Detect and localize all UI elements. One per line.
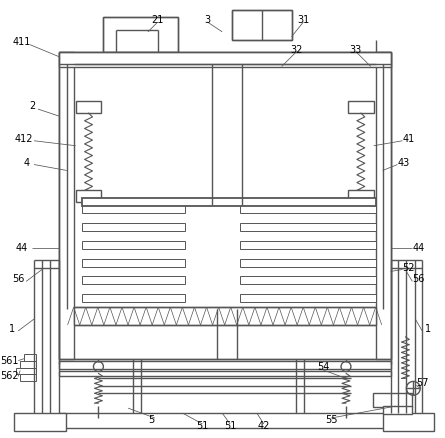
Bar: [240, 276, 376, 284]
Bar: [81, 205, 185, 213]
Text: 5: 5: [148, 415, 154, 425]
Bar: [24, 353, 36, 360]
Text: 43: 43: [397, 158, 409, 168]
Text: 42: 42: [258, 421, 270, 431]
Text: 2: 2: [29, 101, 35, 111]
Bar: [59, 360, 391, 368]
Bar: [20, 374, 36, 381]
Bar: [103, 17, 178, 52]
Text: 44: 44: [16, 243, 28, 253]
Bar: [20, 360, 36, 367]
Text: 3: 3: [204, 15, 210, 25]
Text: 561: 561: [0, 356, 19, 366]
Bar: [240, 241, 376, 249]
Bar: [81, 258, 185, 267]
Bar: [383, 413, 434, 431]
Bar: [16, 367, 36, 374]
Text: 57: 57: [416, 378, 429, 389]
Bar: [59, 52, 391, 67]
Bar: [240, 205, 376, 213]
Text: 32: 32: [290, 45, 303, 55]
Bar: [59, 52, 74, 359]
Text: 56: 56: [12, 274, 24, 284]
Bar: [376, 52, 391, 359]
Text: 4: 4: [23, 158, 29, 168]
Text: 52: 52: [402, 262, 415, 272]
Bar: [81, 241, 185, 249]
Text: 411: 411: [13, 37, 31, 47]
Text: 1: 1: [9, 324, 15, 334]
Bar: [81, 276, 185, 284]
Text: 41: 41: [402, 134, 414, 144]
Bar: [348, 101, 374, 113]
Bar: [59, 413, 391, 428]
Bar: [81, 223, 185, 231]
Text: 562: 562: [0, 371, 19, 381]
Bar: [240, 258, 376, 267]
Bar: [76, 101, 101, 113]
Bar: [81, 198, 376, 206]
Bar: [14, 413, 66, 431]
Text: 51: 51: [224, 421, 236, 431]
Text: 412: 412: [15, 134, 33, 144]
Bar: [59, 371, 391, 376]
Text: 51: 51: [196, 421, 209, 431]
Bar: [240, 223, 376, 231]
Bar: [59, 52, 391, 359]
Bar: [348, 190, 374, 202]
Bar: [373, 393, 413, 407]
Bar: [74, 307, 376, 325]
Bar: [232, 10, 291, 40]
Text: 1: 1: [425, 324, 431, 334]
Text: 31: 31: [297, 15, 310, 25]
Bar: [240, 294, 376, 302]
Bar: [81, 294, 185, 302]
Text: 56: 56: [412, 274, 425, 284]
Text: 55: 55: [325, 415, 337, 425]
Text: 44: 44: [412, 243, 425, 253]
Text: 33: 33: [350, 45, 362, 55]
Text: 54: 54: [317, 361, 329, 371]
Bar: [76, 190, 101, 202]
Text: 21: 21: [152, 15, 164, 25]
Bar: [383, 406, 413, 414]
